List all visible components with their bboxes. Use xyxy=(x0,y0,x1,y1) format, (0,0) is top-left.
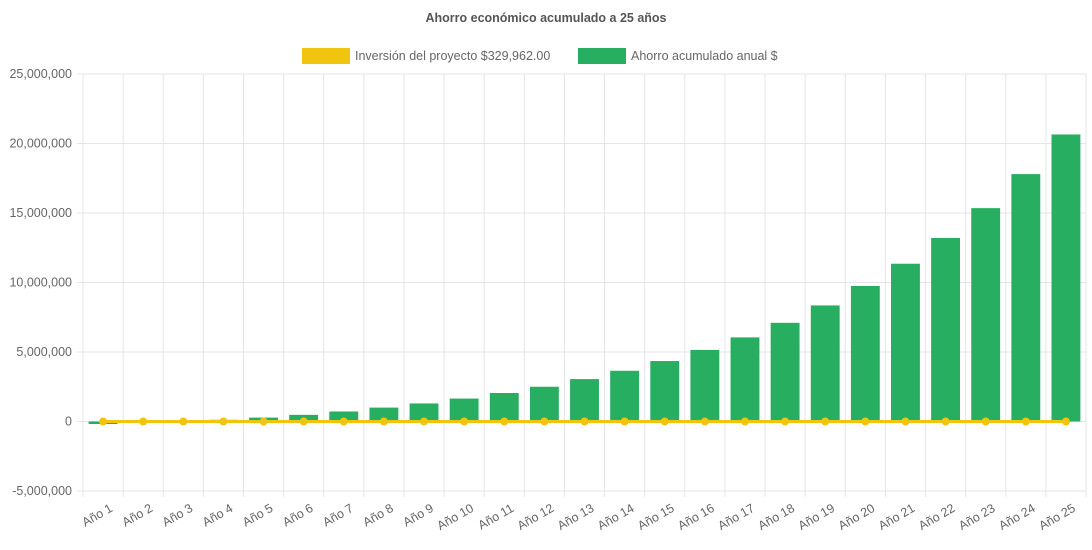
y-tick-label: 15,000,000 xyxy=(9,206,72,220)
x-tick-label: Año 1 xyxy=(80,501,115,529)
legend-item-investment[interactable]: Inversión del proyecto $329,962.00 xyxy=(302,48,550,64)
line-point xyxy=(1021,417,1030,426)
bar xyxy=(449,398,479,422)
x-tick-label: Año 15 xyxy=(635,501,676,533)
x-tick-label: Año 21 xyxy=(876,501,917,533)
legend-item-savings[interactable]: Ahorro acumulado anual $ xyxy=(578,48,778,64)
bar xyxy=(489,393,519,422)
y-tick-label: 25,000,000 xyxy=(9,67,72,81)
line-point xyxy=(460,417,469,426)
bar xyxy=(369,407,399,422)
bar xyxy=(1051,134,1081,422)
legend-label-savings: Ahorro acumulado anual $ xyxy=(631,49,778,63)
bar xyxy=(850,285,880,422)
bar xyxy=(529,386,559,422)
x-tick-label: Año 3 xyxy=(160,501,195,529)
line-point xyxy=(861,417,870,426)
bar xyxy=(409,403,439,422)
x-tick-label: Año 12 xyxy=(515,501,556,533)
x-tick-label: Año 24 xyxy=(996,501,1037,533)
bar xyxy=(1011,174,1041,422)
x-tick-label: Año 18 xyxy=(756,501,797,533)
line-point xyxy=(941,417,950,426)
line-point xyxy=(339,417,348,426)
bar xyxy=(329,411,359,422)
line-point xyxy=(620,417,629,426)
y-tick-label: 10,000,000 xyxy=(9,276,72,290)
x-axis: Año 1 Año 2 Año 3 Año 4 Año 5 Año 6 Año 7 Año 8… xyxy=(80,501,1078,533)
line-point xyxy=(580,417,589,426)
line-point xyxy=(660,417,669,426)
x-tick-label: Año 6 xyxy=(280,501,315,529)
x-tick-label: Año 23 xyxy=(956,501,997,533)
x-tick-label: Año 22 xyxy=(916,501,957,533)
bar xyxy=(730,337,760,422)
chart-title: Ahorro económico acumulado a 25 años xyxy=(425,11,666,25)
bar xyxy=(610,370,640,422)
y-tick-label: 20,000,000 xyxy=(9,137,72,151)
line-point xyxy=(259,417,268,426)
x-tick-label: Año 7 xyxy=(320,501,355,529)
x-tick-label: Año 14 xyxy=(595,501,636,533)
x-tick-label: Año 2 xyxy=(120,501,155,529)
x-tick-label: Año 17 xyxy=(716,501,757,533)
line-point xyxy=(540,417,549,426)
line-point xyxy=(299,417,308,426)
bar xyxy=(770,322,800,422)
x-tick-label: Año 13 xyxy=(555,501,596,533)
bar xyxy=(690,349,720,422)
line-point xyxy=(379,417,388,426)
line-point xyxy=(139,417,148,426)
x-tick-label: Año 11 xyxy=(476,501,517,532)
y-tick-label: -5,000,000 xyxy=(12,484,72,498)
bar-series xyxy=(88,134,1081,425)
y-tick-label: 5,000,000 xyxy=(16,345,72,359)
legend-label-investment: Inversión del proyecto $329,962.00 xyxy=(355,49,550,63)
x-tick-label: Año 5 xyxy=(240,501,275,529)
bar xyxy=(971,208,1001,422)
line-point xyxy=(740,417,749,426)
bar xyxy=(650,361,680,422)
line-point xyxy=(700,417,709,426)
line-series xyxy=(99,417,1070,426)
x-tick-label: Año 25 xyxy=(1036,501,1077,533)
legend-swatch-investment xyxy=(302,48,350,64)
x-tick-label: Año 16 xyxy=(675,501,716,533)
line-point xyxy=(821,417,830,426)
y-tick-label: 0 xyxy=(65,415,72,429)
line-point xyxy=(219,417,228,426)
bar xyxy=(570,379,599,422)
line-point xyxy=(420,417,429,426)
line-point xyxy=(781,417,790,426)
bar xyxy=(891,263,920,422)
x-tick-label: Año 10 xyxy=(435,501,476,533)
x-tick-label: Año 4 xyxy=(200,501,235,529)
line-point xyxy=(500,417,509,426)
line-point xyxy=(981,417,990,426)
bar xyxy=(810,305,840,422)
line-point xyxy=(901,417,910,426)
x-tick-label: Año 19 xyxy=(796,501,837,533)
x-tick-label: Año 9 xyxy=(401,501,436,529)
grid xyxy=(77,73,1087,497)
bar xyxy=(931,238,961,422)
legend: Inversión del proyecto $329,962.00 Ahorr… xyxy=(302,48,778,64)
line-point xyxy=(99,417,108,426)
legend-swatch-savings xyxy=(578,48,626,64)
line-point xyxy=(179,417,188,426)
y-axis: -5,000,000 0 5,000,000 10,000,000 15,000,000… xyxy=(9,67,72,498)
line-point xyxy=(1061,417,1070,426)
x-tick-label: Año 20 xyxy=(836,501,877,533)
x-tick-label: Año 8 xyxy=(360,501,395,529)
